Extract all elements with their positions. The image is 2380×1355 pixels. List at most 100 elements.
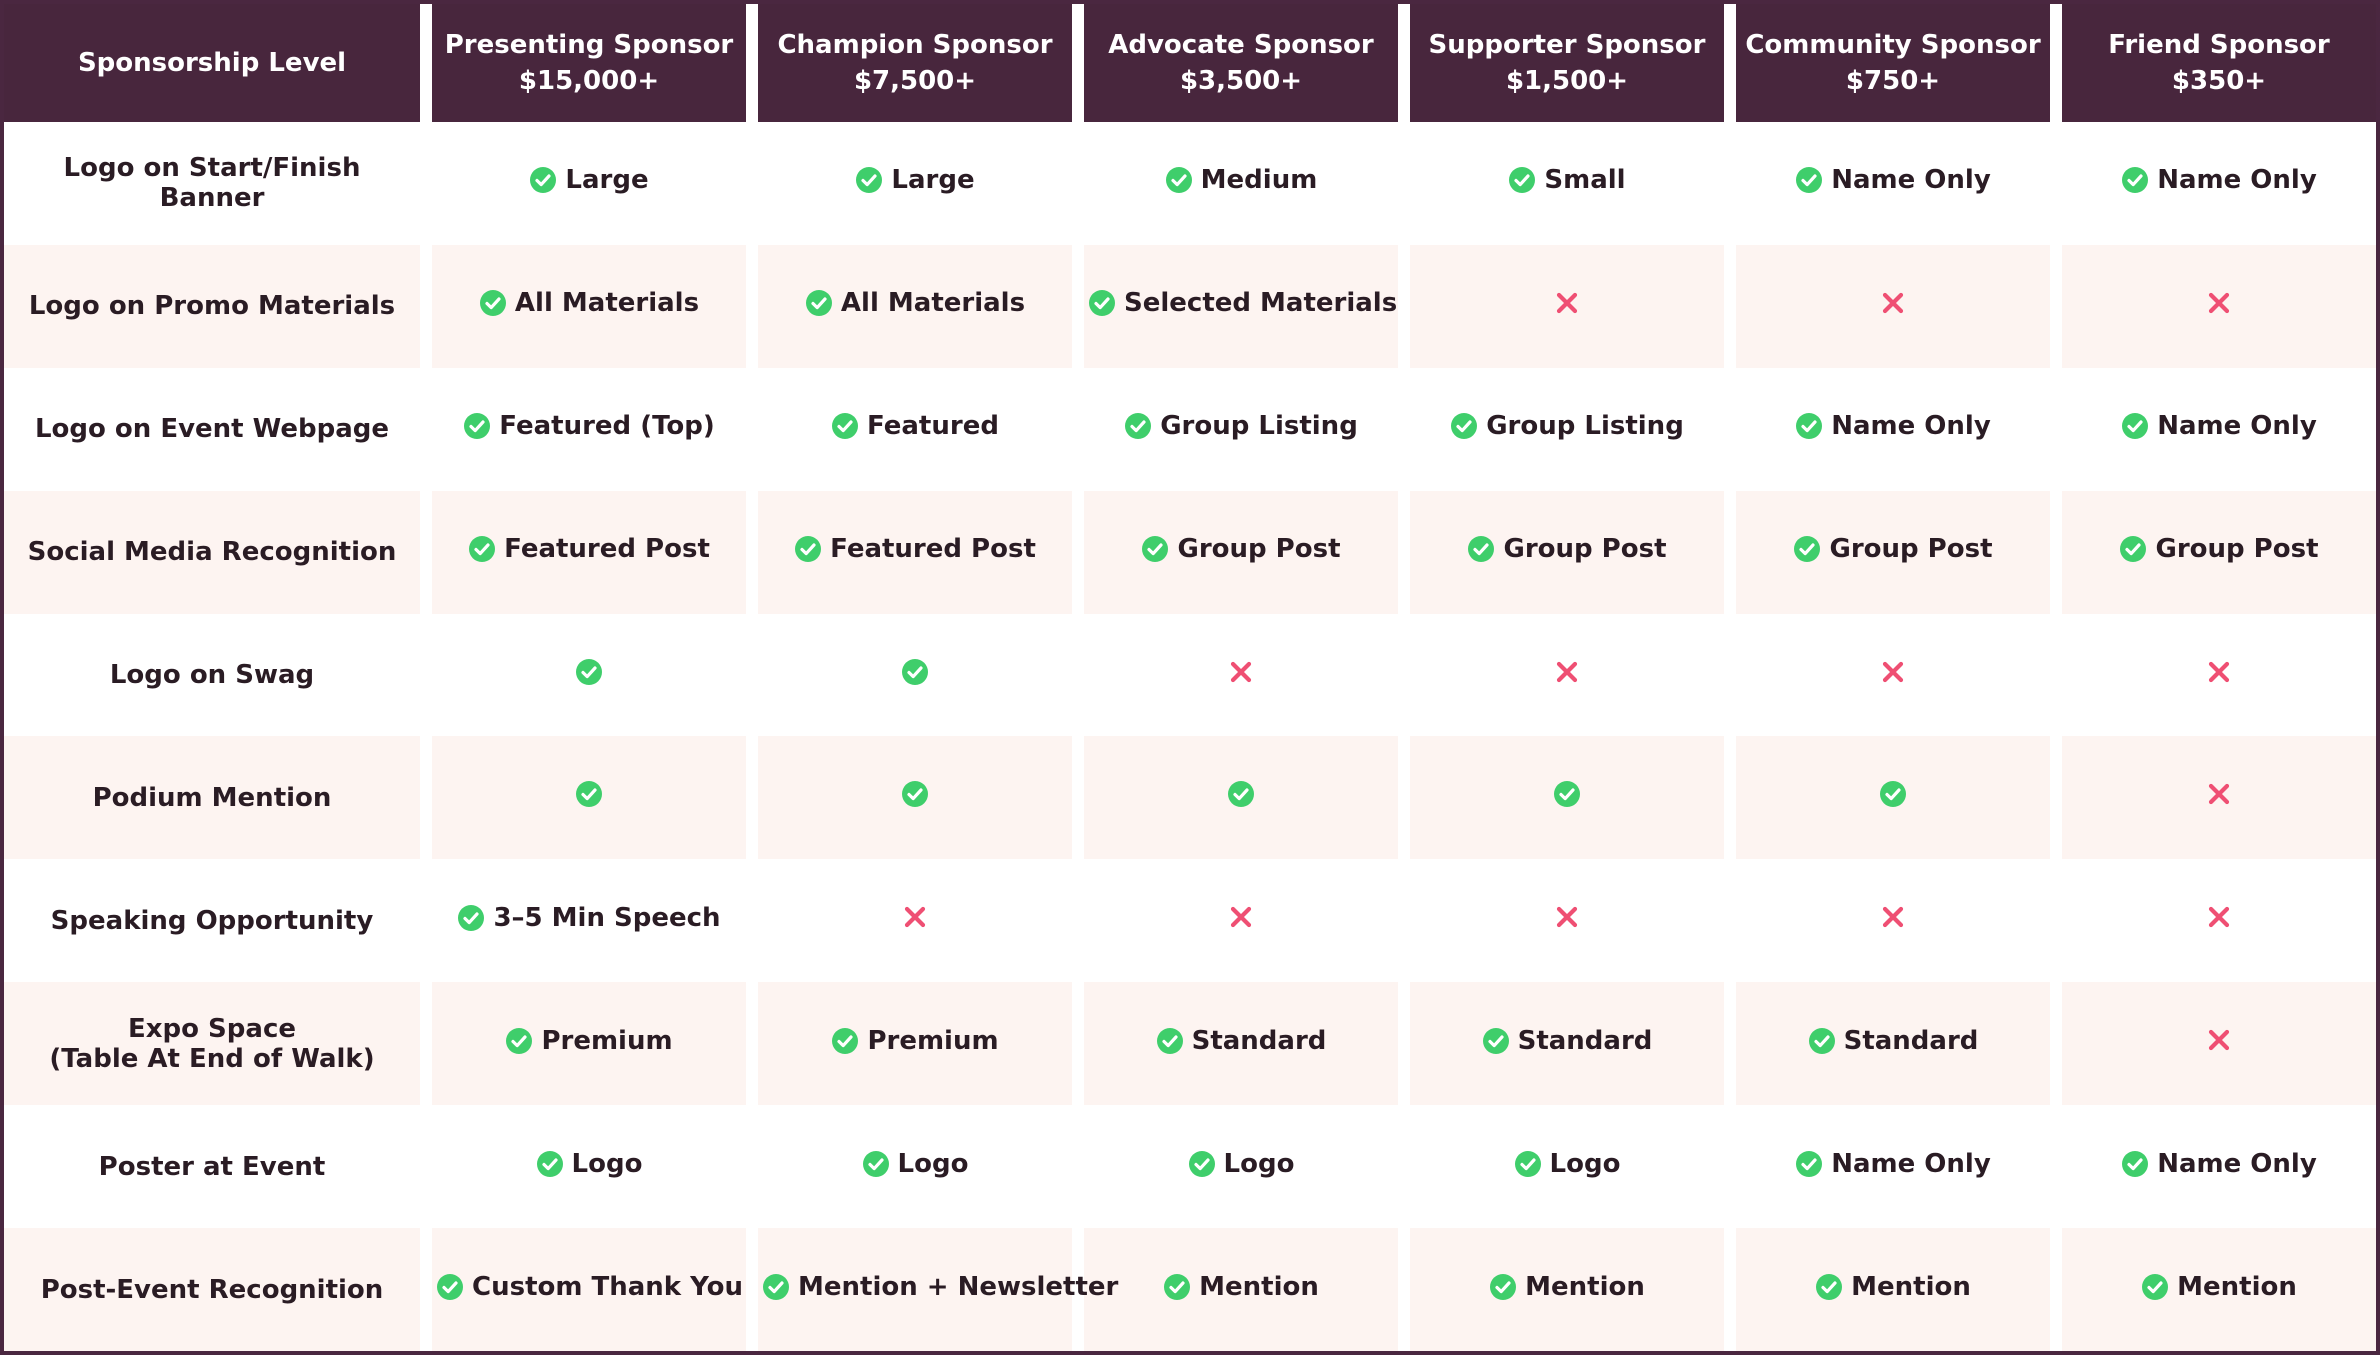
benefit-text: Standard — [1843, 1025, 1979, 1056]
benefit-cell — [1410, 859, 1724, 983]
benefit-text: Mention — [2177, 1271, 2297, 1302]
tier-name: Champion Sponsor — [777, 30, 1053, 60]
benefit-text: Selected Materials — [1124, 288, 1398, 319]
header-tier: Friend Sponsor $350+ — [2062, 4, 2376, 122]
tier-name: Supporter Sponsor — [1428, 30, 1706, 60]
benefit-cell-content: Group Post — [1793, 534, 1993, 565]
row-label-line: Logo on Start/Finish Banner — [63, 153, 361, 214]
benefit-text: Featured (Top) — [499, 411, 715, 442]
benefit-cell: Medium — [1084, 122, 1398, 245]
benefit-cell-content — [1879, 903, 1907, 931]
benefit-text: Group Listing — [1160, 411, 1358, 442]
cross-icon — [1879, 658, 1907, 686]
benefit-cell: Group Post — [1084, 490, 1398, 614]
benefit-cell-content: Group Listing — [1450, 411, 1684, 441]
benefit-cell-content: Featured (Top) — [463, 411, 715, 442]
benefit-cell-content: Name Only — [1795, 165, 1991, 195]
check-icon — [1165, 166, 1193, 194]
benefit-text: Premium — [541, 1025, 673, 1056]
row-label-line: Speaking Opportunity — [50, 905, 374, 936]
benefit-cell — [2062, 859, 2376, 983]
benefit-cell-content: Mention — [1163, 1272, 1319, 1302]
benefit-text: Premium — [867, 1025, 999, 1056]
check-icon — [1467, 535, 1495, 563]
benefit-cell — [1736, 613, 2050, 737]
benefit-cell-content: Name Only — [1795, 411, 1991, 441]
benefit-text: Logo — [897, 1148, 969, 1179]
benefit-text: All Materials — [514, 288, 700, 319]
row-label: Podium Mention — [4, 736, 420, 860]
benefit-cell — [758, 736, 1072, 860]
benefit-cell: All Materials — [758, 244, 1072, 368]
header-tier: Advocate Sponsor $3,500+ — [1084, 4, 1398, 122]
benefit-text: Medium — [1200, 165, 1318, 196]
check-icon — [1795, 412, 1823, 440]
cross-icon — [2205, 658, 2233, 686]
benefit-cell-content — [901, 780, 929, 808]
row-label-line: (Table At End of Walk) — [49, 1043, 375, 1074]
row-label-line: Podium Mention — [92, 782, 332, 813]
benefit-cell-content: Name Only — [2121, 165, 2317, 195]
check-icon — [529, 166, 557, 194]
check-icon — [1482, 1027, 1510, 1055]
benefit-cell: Group Listing — [1410, 367, 1724, 491]
benefit-cell-content — [2205, 903, 2233, 931]
sponsorship-table: Sponsorship Level Presenting Sponsor $15… — [0, 4, 2380, 1351]
tier-name: Friend Sponsor — [2108, 30, 2330, 60]
cross-icon — [1553, 658, 1581, 686]
check-icon — [901, 780, 929, 808]
benefit-cell-content: Mention — [2141, 1272, 2297, 1302]
benefit-cell-content: Custom Thank You — [436, 1272, 743, 1302]
benefit-cell-content — [575, 658, 603, 686]
benefit-cell-content — [1553, 658, 1581, 686]
benefit-cell: Featured — [758, 367, 1072, 491]
check-icon — [463, 412, 491, 440]
benefit-cell: Mention — [1084, 1228, 1398, 1351]
row-label-line: Poster at Event — [98, 1151, 326, 1182]
check-icon — [575, 658, 603, 686]
check-icon — [505, 1027, 533, 1055]
benefit-cell-content: Featured Post — [794, 534, 1036, 564]
benefit-cell: Mention — [2062, 1228, 2376, 1351]
benefit-text: Group Post — [1829, 534, 1993, 565]
benefit-cell — [1410, 244, 1724, 368]
benefit-cell-content: Name Only — [2121, 1149, 2317, 1179]
benefit-cell-content: Standard — [1156, 1026, 1326, 1056]
benefit-cell-content: Small — [1508, 165, 1626, 195]
tier-name: Advocate Sponsor — [1108, 30, 1374, 60]
benefit-cell: Large — [758, 122, 1072, 245]
header-sponsorship-level: Sponsorship Level — [4, 4, 420, 122]
benefit-cell-content — [1553, 289, 1581, 317]
benefit-text: Group Post — [2155, 534, 2319, 565]
benefit-cell — [2062, 244, 2376, 368]
benefit-cell-content: Logo — [1514, 1149, 1620, 1179]
benefit-cell-content: Group Post — [1141, 534, 1341, 565]
benefit-cell — [758, 859, 1072, 983]
benefit-cell: Logo — [432, 1105, 746, 1229]
check-icon — [1489, 1273, 1517, 1301]
check-icon — [2121, 412, 2149, 440]
benefit-text: Custom Thank You — [472, 1271, 743, 1302]
table-row: Logo on Promo Materials All Materials All … — [4, 244, 2376, 368]
benefit-cell-content: Group Post — [2119, 534, 2319, 565]
benefit-cell-content: Mention — [1489, 1272, 1645, 1302]
cross-icon — [1553, 903, 1581, 931]
header-tier: Supporter Sponsor $1,500+ — [1410, 4, 1724, 122]
cross-icon — [1227, 903, 1255, 931]
tier-name: Community Sponsor — [1745, 30, 2041, 60]
benefit-cell-content: Featured — [831, 411, 999, 441]
benefit-text: Featured Post — [830, 534, 1036, 565]
check-icon — [468, 535, 496, 563]
benefit-cell — [432, 613, 746, 737]
benefit-cell: Premium — [758, 982, 1072, 1106]
check-icon — [1188, 1150, 1216, 1178]
benefit-text: Group Post — [1177, 534, 1341, 565]
benefit-cell-content: Group Post — [1467, 534, 1667, 564]
cross-icon — [1553, 289, 1581, 317]
row-label-line: Social Media Recognition — [27, 537, 397, 568]
benefit-cell: Group Post — [2062, 490, 2376, 614]
benefit-cell-content — [1227, 903, 1255, 931]
check-icon — [1795, 166, 1823, 194]
check-icon — [575, 780, 603, 808]
row-label: Logo on Swag — [4, 613, 420, 737]
